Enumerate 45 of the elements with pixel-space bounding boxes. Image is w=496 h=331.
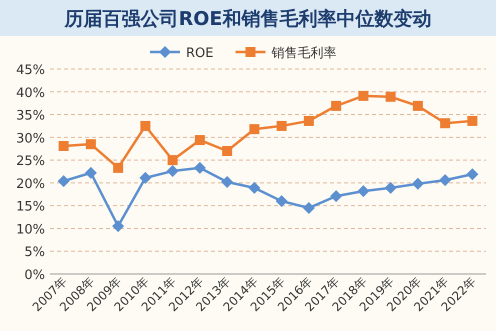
- point: [139, 172, 152, 184]
- point: [84, 166, 97, 179]
- point: [276, 195, 288, 208]
- point: [302, 202, 315, 214]
- point: [168, 155, 178, 166]
- y-tick-label: 35%: [16, 108, 45, 124]
- point: [140, 120, 150, 131]
- point: [330, 190, 342, 202]
- point: [112, 220, 124, 232]
- chart-title: 历届百强公司ROE和销售毛利率中位数变动: [64, 8, 432, 30]
- y-tick-label: 40%: [16, 86, 45, 101]
- y-tick-label: 15%: [16, 200, 45, 215]
- point: [113, 162, 124, 173]
- y-tick-label: 30%: [16, 131, 45, 146]
- point: [466, 168, 478, 180]
- legend-label: ROE: [186, 46, 214, 61]
- point: [357, 185, 370, 198]
- point: [58, 175, 70, 188]
- point: [248, 182, 260, 194]
- y-tick-label: 0%: [24, 268, 45, 283]
- y-tick-label: 25%: [16, 154, 45, 170]
- point: [358, 90, 368, 101]
- y-tick-label: 20%: [16, 176, 45, 192]
- point: [386, 92, 396, 102]
- point: [440, 118, 450, 128]
- point: [166, 165, 179, 178]
- y-tick-label: 45%: [16, 63, 45, 78]
- point: [331, 100, 342, 111]
- point: [58, 140, 69, 151]
- point: [439, 174, 452, 186]
- y-tick-label: 5%: [24, 245, 45, 260]
- point: [194, 135, 205, 146]
- point: [384, 182, 397, 194]
- point: [249, 124, 260, 134]
- legend-label: 销售毛利率: [270, 45, 336, 61]
- point: [221, 176, 234, 188]
- point: [222, 146, 232, 156]
- point: [412, 178, 424, 190]
- point: [86, 139, 96, 150]
- point: [304, 116, 314, 126]
- y-tick-label: 10%: [16, 222, 45, 238]
- point: [276, 120, 287, 131]
- point: [194, 162, 206, 174]
- point: [467, 116, 478, 126]
- point: [412, 100, 423, 111]
